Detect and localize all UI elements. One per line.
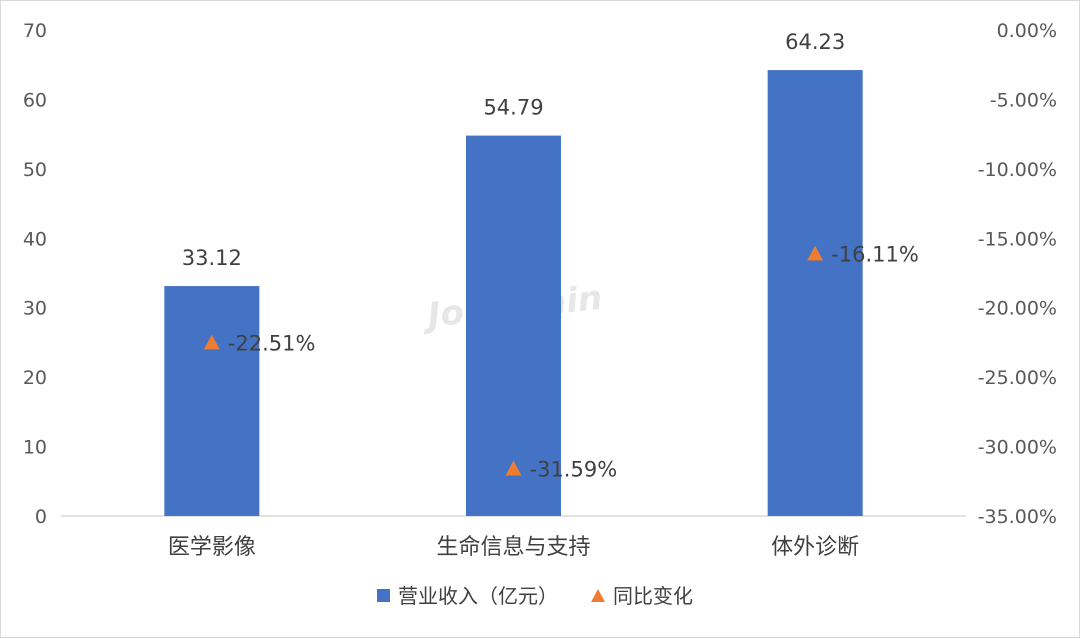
bar-series bbox=[164, 70, 863, 516]
left-tick-label: 10 bbox=[23, 437, 47, 459]
category-label: 体外诊断 bbox=[771, 535, 859, 560]
bar bbox=[466, 135, 561, 516]
left-tick-label: 30 bbox=[23, 298, 47, 320]
right-tick-label: -15.00% bbox=[978, 228, 1057, 250]
legend: 营业收入（亿元） 同比变化 bbox=[377, 584, 693, 608]
category-label: 医学影像 bbox=[168, 535, 256, 560]
right-tick-label: -20.00% bbox=[978, 298, 1057, 320]
point-data-label: -22.51% bbox=[228, 332, 316, 356]
left-tick-label: 40 bbox=[23, 228, 47, 250]
triangle-marker bbox=[807, 245, 824, 261]
left-tick-label: 70 bbox=[23, 20, 47, 42]
left-tick-label: 50 bbox=[23, 159, 47, 181]
legend-point-label: 同比变化 bbox=[613, 584, 693, 608]
right-tick-label: -30.00% bbox=[978, 437, 1057, 459]
bar-data-label: 33.12 bbox=[182, 246, 242, 270]
bar-data-labels: 33.12 54.79 64.23 bbox=[182, 30, 845, 270]
category-label: 生命信息与支持 bbox=[436, 535, 590, 560]
legend-bar-swatch bbox=[377, 589, 390, 602]
point-series bbox=[203, 245, 824, 476]
bar bbox=[767, 70, 863, 516]
category-labels: 医学影像 生命信息与支持 体外诊断 bbox=[168, 535, 859, 560]
legend-bar-label: 营业收入（亿元） bbox=[398, 584, 558, 608]
triangle-marker bbox=[505, 460, 522, 476]
bar-data-label: 54.79 bbox=[483, 96, 543, 120]
left-tick-label: 60 bbox=[23, 89, 47, 111]
triangle-marker bbox=[203, 334, 220, 350]
point-data-label: -16.11% bbox=[831, 243, 919, 267]
left-tick-label: 0 bbox=[35, 506, 47, 528]
right-tick-label: 0.00% bbox=[997, 20, 1057, 42]
bar-data-label: 64.23 bbox=[785, 30, 845, 54]
bar bbox=[164, 286, 260, 516]
right-axis-ticks: 0.00% -5.00% -10.00% -15.00% -20.00% -25.00% -… bbox=[978, 20, 1057, 528]
left-axis-ticks: 0 10 20 30 40 50 60 70 bbox=[23, 20, 47, 528]
right-tick-label: -10.00% bbox=[978, 159, 1057, 181]
legend-point-swatch bbox=[591, 589, 605, 602]
right-tick-label: -25.00% bbox=[978, 367, 1057, 389]
right-tick-label: -5.00% bbox=[990, 89, 1057, 111]
right-tick-label: -35.00% bbox=[978, 506, 1057, 528]
point-data-label: -31.59% bbox=[530, 458, 618, 482]
left-tick-label: 20 bbox=[23, 367, 47, 389]
point-data-labels: -22.51% -31.59% -16.11% bbox=[228, 243, 919, 482]
